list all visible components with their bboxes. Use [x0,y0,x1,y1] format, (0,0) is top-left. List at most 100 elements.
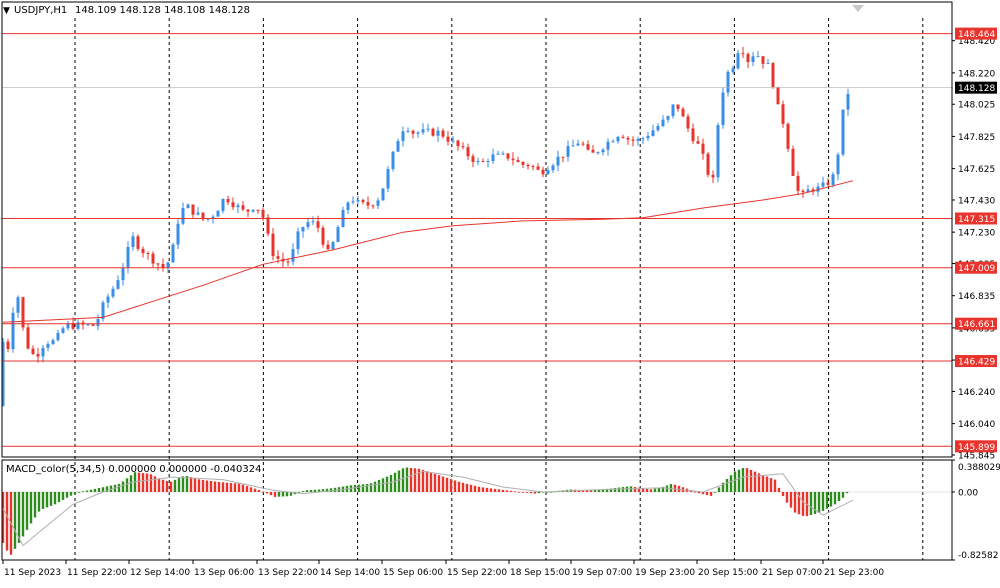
time-tick-label: 19 Sep 23:00 [635,568,695,578]
candle-body [796,175,800,191]
macd-bar [281,491,285,497]
macd-bar [745,468,749,492]
macd-bar [693,491,697,493]
macd-bar [89,489,93,492]
candle-body [276,256,280,259]
collapse-triangle-icon[interactable]: ▼ [3,6,10,16]
candle-body [231,202,235,208]
candle-body [826,182,830,185]
macd-bar [837,491,841,502]
macd-bar [529,491,533,494]
macd-bar [505,490,509,492]
macd-bar [445,477,449,492]
macd-bar [217,481,221,492]
candle-body [381,188,385,201]
macd-bar [781,491,785,497]
level-price-badge [955,317,997,330]
macd-bar [373,481,377,492]
macd-bar [545,491,549,493]
level-price-badge [955,355,997,368]
candles [1,46,850,407]
candle-body [401,131,405,142]
macd-bar [125,478,129,492]
candle-body [786,123,790,149]
price-tick-label: 145.845 [958,452,995,462]
level-lines[interactable] [2,33,952,447]
candle-body [686,116,690,129]
candle-body [746,53,750,63]
candle-body [836,154,840,175]
macd-bar [45,491,49,508]
price-tick-label: 147.625 [958,165,995,175]
macd-bar [789,491,793,508]
macd-bar [253,488,257,492]
macd-bar [773,479,777,492]
time-tick-label: 12 Sep 14:00 [130,568,190,578]
macd-bar [161,479,165,492]
candle-body [356,199,360,202]
candle-body [441,130,445,137]
candle-body [641,138,645,140]
macd-bar [137,472,141,492]
time-axis[interactable]: 11 Sep 2023 11 Sep 22:00 12 Sep 14:00 13 Se… [2,560,884,578]
macd-bar [365,483,369,492]
candle-body [66,323,70,329]
candle-body [516,160,520,163]
candle-body [51,340,55,345]
macd-bar [397,470,401,492]
candle-body [261,209,265,218]
scroll-marker-icon[interactable] [852,5,864,12]
macd-bar [361,484,365,492]
candle-body [161,264,165,268]
candle-body [576,143,580,146]
candle-body [91,324,95,326]
macd-bar [525,491,529,493]
macd-bar [441,476,445,492]
macd-bar [81,491,85,493]
price-axis[interactable]: 148.420 148.220 148.025 147.825 147.625 147.4… [952,27,997,462]
macd-bar [461,482,465,492]
macd-bar [465,483,469,492]
macd-bar [153,476,157,492]
macd-bar [513,491,517,493]
macd-bar [597,489,601,492]
price-tick-label: 146.835 [958,292,995,302]
macd-bar [385,476,389,492]
candle-body [756,56,760,58]
macd-bar [453,480,457,492]
macd-bar [821,491,825,511]
candle-body [761,56,765,64]
candle-body [251,209,255,212]
macd-bar [369,483,373,492]
macd-bar [737,469,741,492]
macd-bar [121,481,125,492]
candle-body [206,218,210,220]
macd-bar [309,489,313,492]
candle-body [71,323,75,329]
macd-pane-frame [1,459,953,561]
macd-bar [485,487,489,492]
level-price-label: 147.009 [958,264,995,274]
macd-bar [581,490,585,492]
candle-body [236,205,240,208]
candle-body [776,86,780,105]
candle-body [546,170,550,175]
candle-body [821,182,825,187]
macd-bar [389,474,393,492]
time-tick-label: 15 Sep 22:00 [447,568,507,578]
candle-body [691,128,695,142]
candle-body [561,156,565,158]
candle-body [131,236,135,248]
candle-body [371,205,375,207]
macd-bar [393,472,397,492]
time-tick-label: 15 Sep 06:00 [383,568,443,578]
time-tick-label: 11 Sep 22:00 [67,568,127,578]
macd-bar [129,475,133,492]
candle-body [126,247,130,268]
macd-bar [165,481,169,492]
macd-bar [149,474,153,492]
macd-bar [653,488,657,492]
macd-bar [205,480,209,492]
macd-bar [845,491,849,494]
